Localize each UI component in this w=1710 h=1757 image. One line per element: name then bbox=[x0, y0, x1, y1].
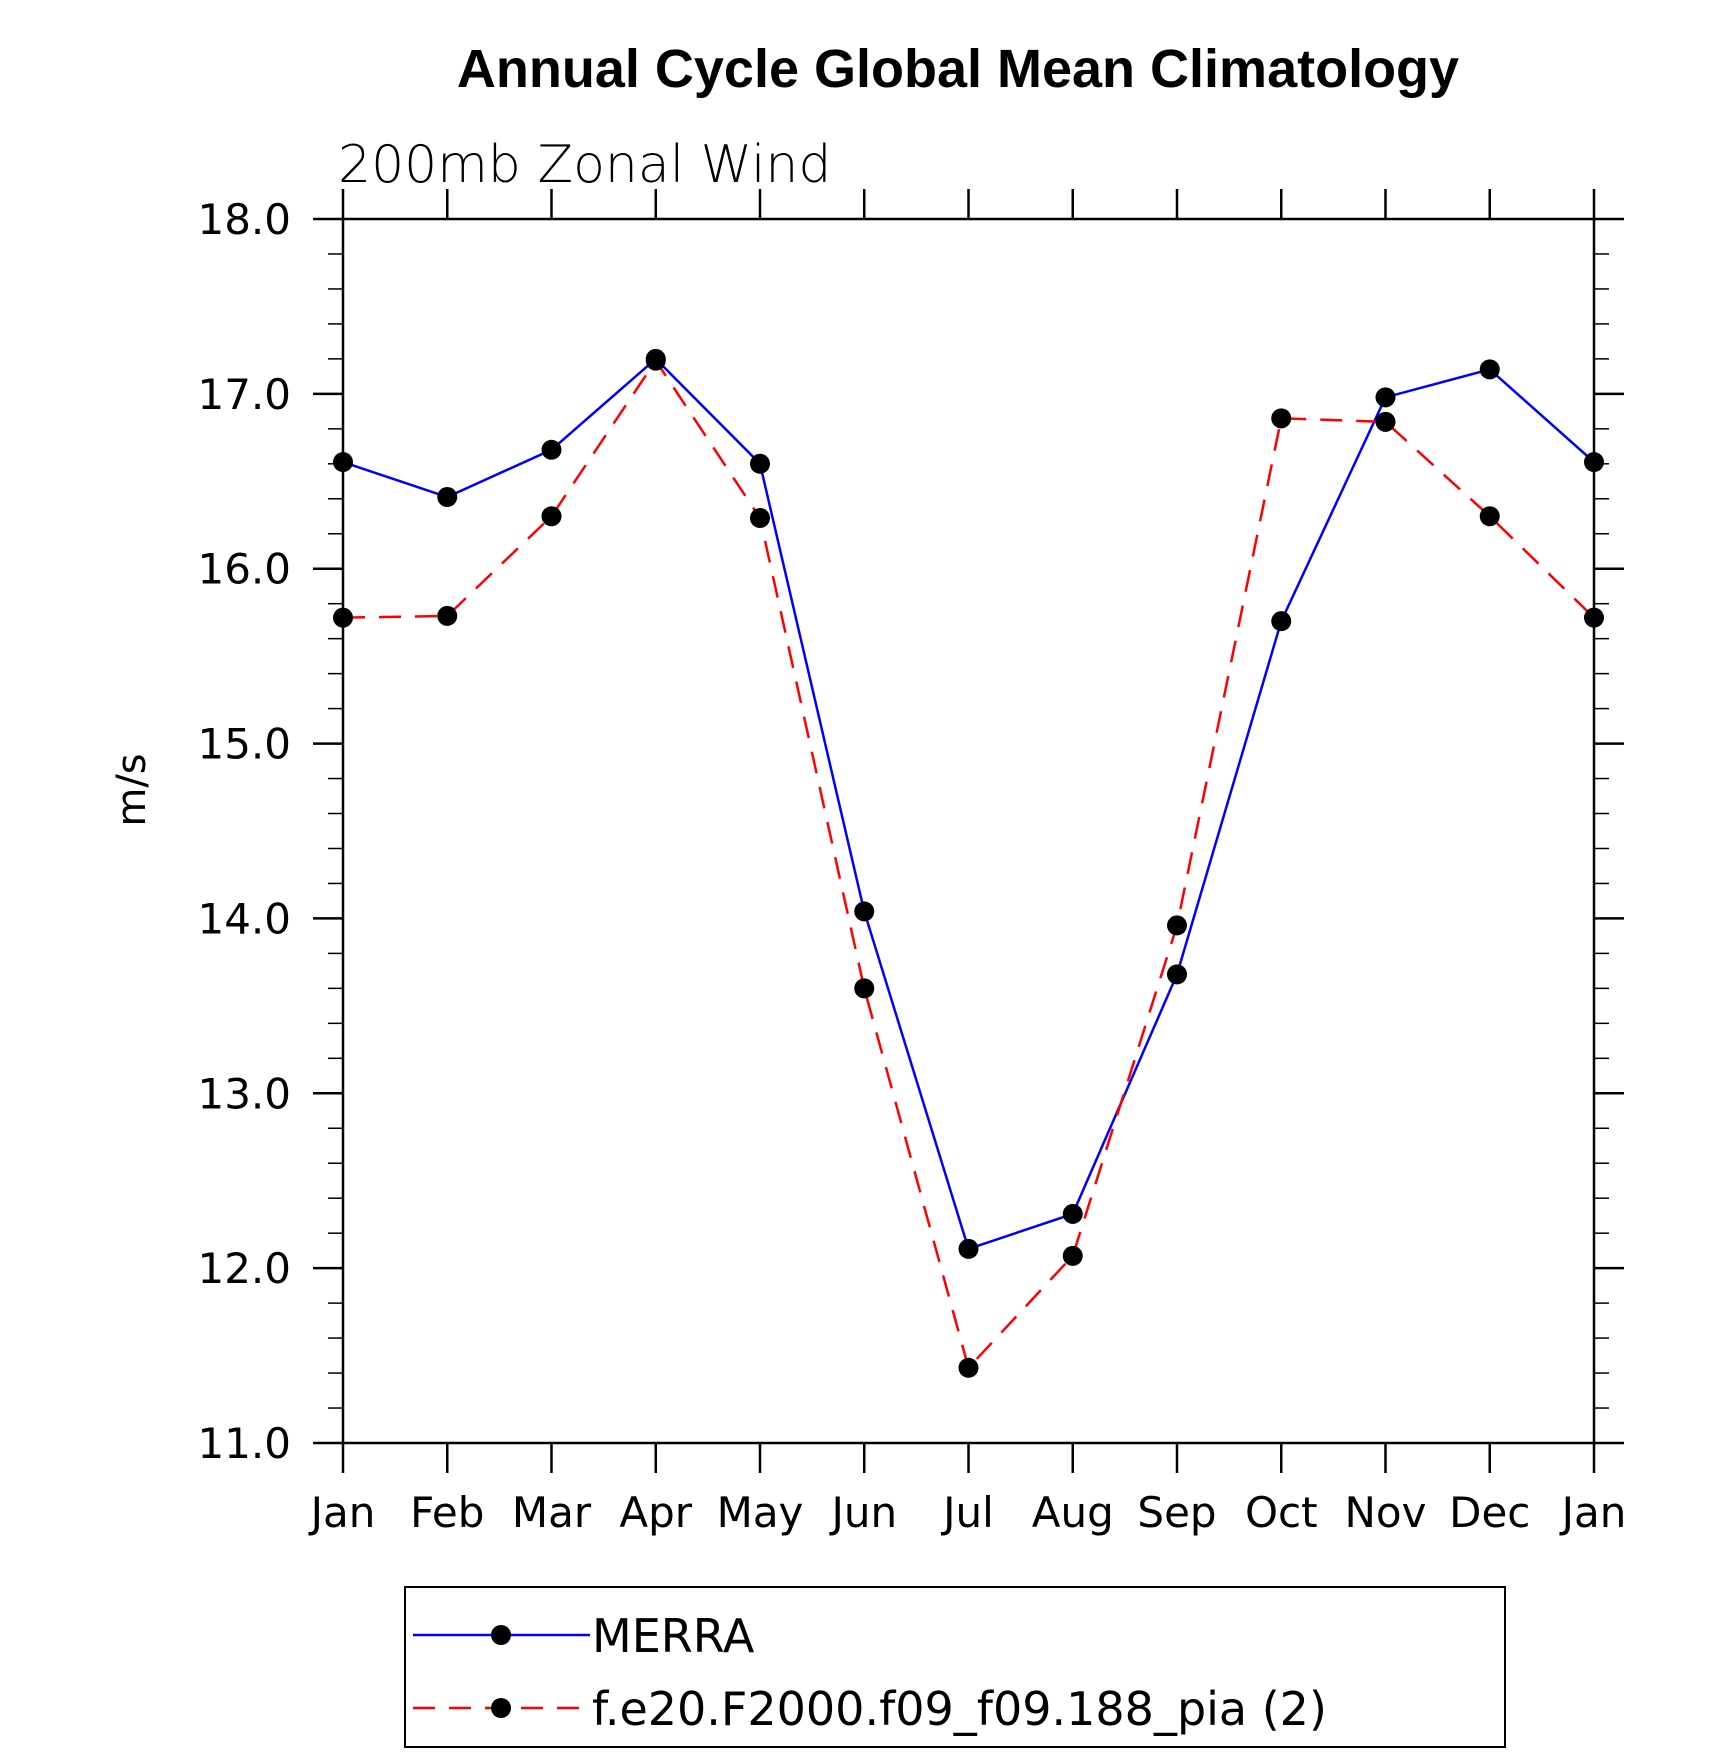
x-tick-label: Jan bbox=[1559, 1488, 1627, 1537]
legend-swatch-marker-1 bbox=[491, 1698, 511, 1718]
series-0-point bbox=[1479, 359, 1500, 380]
series-0-point bbox=[1062, 1203, 1083, 1224]
x-tick-label: Oct bbox=[1245, 1488, 1318, 1537]
y-tick-label: 13.0 bbox=[197, 1069, 291, 1118]
series-0-point bbox=[1375, 387, 1396, 408]
series-1-point bbox=[1062, 1245, 1083, 1266]
plot-border bbox=[341, 217, 1596, 1445]
x-tick-label: Jun bbox=[828, 1488, 897, 1537]
series-1-point bbox=[750, 508, 770, 529]
series-0-point bbox=[333, 452, 353, 473]
x-tick-label: Sep bbox=[1137, 1488, 1216, 1537]
series-0-point bbox=[854, 901, 875, 922]
y-axis: 11.0 12.0 13.0 14.0 15.0 16.0 17.0 18.0 bbox=[197, 195, 1624, 1468]
y-tick-label: 18.0 bbox=[197, 195, 291, 244]
chart-subtitle: 200mb Zonal Wind bbox=[338, 135, 831, 195]
x-tick-label: Apr bbox=[619, 1488, 692, 1537]
x-tick-label: Jul bbox=[940, 1488, 994, 1537]
x-tick-label: Nov bbox=[1345, 1488, 1427, 1537]
legend-box bbox=[404, 1586, 1506, 1748]
legend: MERRA f.e20.F2000.f09_f09.188_pia (2) bbox=[404, 1586, 1506, 1748]
plot-frame bbox=[341, 217, 1596, 1445]
y-tick-label: 11.0 bbox=[197, 1419, 291, 1468]
series-1-point bbox=[1167, 915, 1187, 936]
legend-label-0: MERRA bbox=[592, 1609, 755, 1663]
series-0-point bbox=[958, 1238, 979, 1259]
x-tick-label: Feb bbox=[410, 1488, 484, 1537]
y-tick-label: 17.0 bbox=[197, 370, 291, 419]
x-axis: Jan Feb Mar Apr May Jun Jul Aug Sep Oct Nov Dec Jan bbox=[308, 189, 1627, 1537]
x-tick-label: May bbox=[717, 1488, 804, 1537]
series-0-point bbox=[541, 439, 562, 460]
y-axis-label: m/s bbox=[109, 753, 155, 826]
series-line-0 bbox=[342, 357, 1595, 1251]
series-1-point bbox=[1271, 408, 1292, 429]
chart-title: Annual Cycle Global Mean Climatology bbox=[457, 39, 1459, 99]
series-1-point bbox=[1479, 506, 1500, 527]
series-0-point bbox=[1271, 611, 1292, 632]
x-tick-label: Aug bbox=[1032, 1488, 1114, 1537]
legend-swatch-marker-0 bbox=[491, 1625, 511, 1645]
series-layer bbox=[333, 348, 1604, 1378]
series-1-point bbox=[541, 506, 562, 527]
series-1-point bbox=[333, 607, 353, 628]
y-tick-label: 15.0 bbox=[197, 720, 291, 769]
series-1-point bbox=[1584, 607, 1604, 628]
y-tick-label: 14.0 bbox=[197, 894, 291, 943]
series-1-point bbox=[437, 605, 458, 626]
x-tick-label: Dec bbox=[1449, 1488, 1530, 1537]
series-0-point bbox=[1167, 964, 1187, 985]
series-0-point bbox=[750, 453, 770, 474]
series-line-1 bbox=[342, 358, 1595, 1371]
y-tick-label: 12.0 bbox=[197, 1244, 291, 1293]
series-1-point bbox=[958, 1357, 979, 1378]
legend-label-1: f.e20.F2000.f09_f09.188_pia (2) bbox=[592, 1682, 1327, 1736]
series-1-point bbox=[645, 350, 666, 371]
series-1-point bbox=[1375, 411, 1396, 432]
x-tick-label: Mar bbox=[512, 1488, 592, 1537]
series-0-point bbox=[437, 487, 458, 508]
y-tick-label: 16.0 bbox=[197, 545, 291, 594]
series-1-point bbox=[854, 978, 875, 999]
x-tick-label: Jan bbox=[308, 1488, 376, 1537]
series-0-point bbox=[1584, 452, 1604, 473]
